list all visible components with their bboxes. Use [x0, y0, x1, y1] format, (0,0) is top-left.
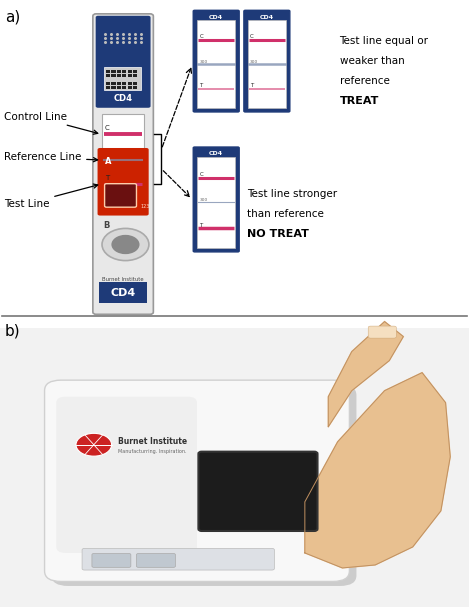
Bar	[128, 82, 132, 85]
Bar	[112, 86, 115, 89]
Bar	[133, 86, 137, 89]
FancyBboxPatch shape	[193, 147, 239, 252]
Text: CD4: CD4	[260, 15, 274, 19]
Polygon shape	[328, 322, 403, 427]
Text: 123: 123	[141, 203, 150, 208]
FancyBboxPatch shape	[56, 397, 197, 553]
Bar	[106, 86, 110, 89]
Polygon shape	[305, 373, 450, 568]
FancyBboxPatch shape	[82, 548, 274, 570]
FancyBboxPatch shape	[92, 554, 131, 568]
FancyBboxPatch shape	[93, 14, 153, 314]
Text: Test line stronger: Test line stronger	[247, 189, 337, 199]
Text: C: C	[250, 35, 254, 39]
Text: NO TREAT: NO TREAT	[247, 229, 309, 239]
Bar	[128, 74, 132, 77]
Bar	[122, 70, 126, 73]
Text: Manufacturring. Inspiration.: Manufacturring. Inspiration.	[118, 449, 187, 454]
Text: T: T	[105, 175, 109, 181]
Bar	[112, 74, 115, 77]
Text: Test line equal or: Test line equal or	[340, 36, 429, 46]
Bar	[106, 70, 110, 73]
Text: weaker than: weaker than	[340, 56, 404, 66]
Text: C: C	[199, 35, 203, 39]
FancyBboxPatch shape	[368, 326, 396, 338]
Text: T: T	[199, 83, 203, 88]
Bar	[128, 86, 132, 89]
Bar	[106, 74, 110, 77]
Bar	[197, 20, 235, 108]
Bar	[98, 206, 148, 212]
Circle shape	[76, 433, 112, 456]
FancyBboxPatch shape	[105, 184, 136, 207]
Text: Burnet Institute: Burnet Institute	[102, 277, 144, 282]
FancyBboxPatch shape	[98, 148, 149, 215]
Text: 300: 300	[199, 198, 208, 202]
Bar	[122, 86, 126, 89]
FancyBboxPatch shape	[52, 385, 356, 586]
Text: a): a)	[5, 10, 20, 25]
Circle shape	[111, 235, 139, 254]
Bar	[133, 70, 137, 73]
Bar	[117, 74, 121, 77]
Text: A: A	[105, 157, 111, 166]
Text: C: C	[199, 172, 203, 177]
Bar	[133, 74, 137, 77]
Bar	[128, 70, 132, 73]
Text: CD4: CD4	[111, 288, 136, 298]
Text: CD4: CD4	[209, 15, 223, 19]
Text: B: B	[103, 221, 110, 229]
FancyBboxPatch shape	[45, 380, 349, 582]
Bar	[112, 70, 115, 73]
Text: T: T	[199, 223, 203, 228]
Text: 300: 300	[250, 59, 258, 64]
FancyBboxPatch shape	[193, 10, 239, 112]
Text: reference: reference	[340, 76, 389, 86]
FancyBboxPatch shape	[244, 10, 290, 112]
Circle shape	[102, 228, 149, 260]
Bar	[102, 114, 144, 206]
Text: Control Line: Control Line	[4, 112, 98, 134]
Text: TREAT: TREAT	[340, 96, 379, 106]
FancyBboxPatch shape	[198, 452, 318, 531]
Bar	[117, 70, 121, 73]
Text: CD4: CD4	[113, 93, 133, 103]
Text: than reference: than reference	[247, 209, 324, 219]
FancyBboxPatch shape	[136, 554, 175, 568]
Text: Burnet Institute: Burnet Institute	[118, 437, 187, 446]
Bar	[117, 86, 121, 89]
Bar	[122, 74, 126, 77]
Bar	[122, 82, 126, 85]
Bar	[112, 82, 115, 85]
Text: 300: 300	[199, 59, 208, 64]
Bar	[133, 82, 137, 85]
Bar	[104, 67, 141, 90]
Text: C: C	[105, 125, 109, 131]
Text: Reference Line: Reference Line	[4, 152, 98, 163]
Text: b): b)	[5, 323, 20, 338]
FancyBboxPatch shape	[96, 16, 151, 108]
Text: CD4: CD4	[209, 151, 223, 156]
Bar	[197, 157, 235, 248]
Text: T: T	[250, 83, 253, 88]
Text: Test Line: Test Line	[4, 184, 98, 209]
Bar	[117, 82, 121, 85]
Bar	[99, 282, 147, 303]
Bar	[248, 20, 286, 108]
Bar	[106, 82, 110, 85]
